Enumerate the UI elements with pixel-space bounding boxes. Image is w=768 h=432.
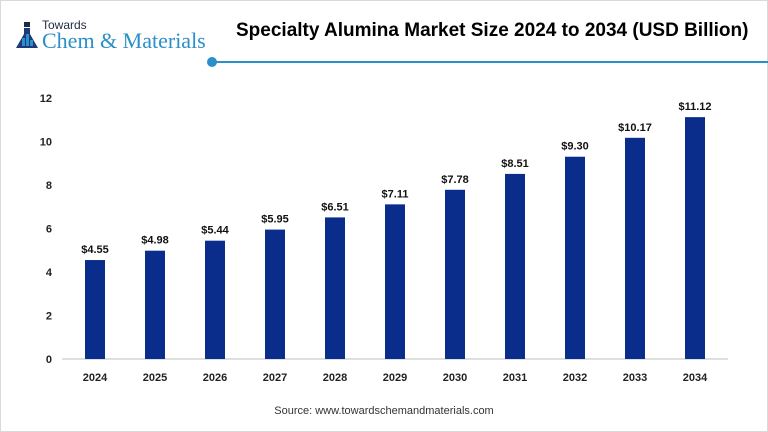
header-rule-dot [207, 57, 217, 67]
data-label: $5.95 [261, 214, 289, 226]
x-tick-label: 2030 [443, 372, 467, 384]
y-tick-label: 6 [46, 224, 52, 236]
y-tick-label: 2 [46, 311, 52, 323]
chart-title: Specialty Alumina Market Size 2024 to 20… [236, 20, 749, 41]
data-label: $4.98 [141, 235, 169, 247]
flask-icon [16, 22, 38, 48]
data-label: $4.55 [81, 244, 109, 256]
y-tick-label: 8 [46, 180, 52, 192]
bar-2032 [565, 156, 585, 359]
data-label: $10.17 [618, 122, 652, 134]
y-tick-label: 4 [46, 267, 53, 279]
data-label: $7.11 [382, 188, 409, 200]
logo-line1: Towards [42, 18, 87, 32]
x-tick-label: 2033 [623, 372, 647, 384]
source-note: Source: www.towardschemandmaterials.com [274, 405, 494, 417]
x-tick-label: 2031 [503, 372, 527, 384]
x-tick-label: 2026 [203, 372, 227, 384]
data-label: $11.12 [678, 101, 711, 113]
bar-2031 [505, 173, 525, 359]
x-tick-label: 2025 [143, 372, 167, 384]
data-label: $8.51 [501, 158, 529, 170]
x-tick-label: 2029 [383, 372, 407, 384]
bar-2028 [325, 217, 345, 359]
x-tick-label: 2032 [563, 372, 587, 384]
bar-2025 [145, 250, 165, 359]
x-tick-label: 2028 [323, 372, 347, 384]
data-label: $9.30 [561, 141, 589, 153]
bar-2029 [385, 204, 405, 359]
data-label: $6.51 [321, 201, 349, 213]
bar-2034 [685, 117, 705, 359]
bar-2030 [445, 189, 465, 359]
bar-2027 [265, 229, 285, 359]
data-label: $7.78 [441, 174, 469, 186]
bar-2026 [205, 240, 225, 359]
logo-line2: Chem & Materials [42, 28, 206, 53]
bar-2024 [85, 260, 105, 359]
x-tick-label: 2034 [683, 372, 708, 384]
y-tick-label: 0 [46, 354, 52, 366]
y-tick-label: 10 [40, 137, 52, 149]
bar-2033 [625, 137, 645, 359]
x-tick-label: 2024 [83, 372, 108, 384]
x-tick-label: 2027 [263, 372, 287, 384]
data-label: $5.44 [201, 225, 229, 237]
y-tick-label: 12 [40, 93, 52, 105]
